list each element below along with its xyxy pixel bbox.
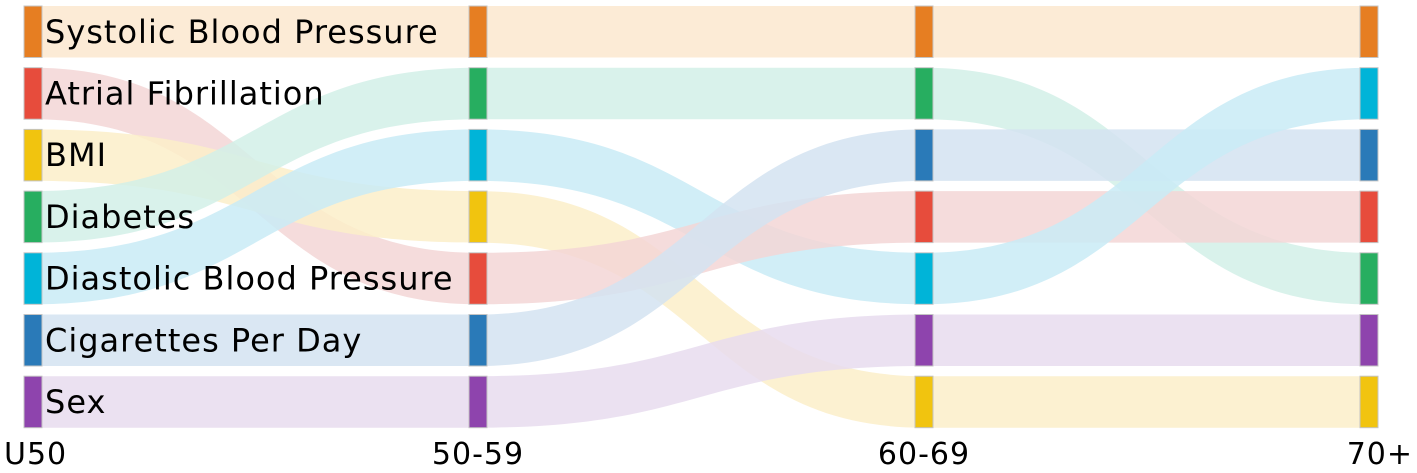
label-cigarettes-per-day: Cigarettes Per Day [45,321,362,359]
node-diabetes-1 [468,67,488,120]
node-sex-3 [1359,314,1379,367]
node-atrial-fibrillation-2 [914,190,934,244]
link-cigarettes-per-day-0 [33,314,478,366]
label-bmi: BMI [45,136,107,174]
flow-links [33,6,1369,428]
feature-labels: Systolic Blood Pressure Atrial Fibrillati… [45,13,454,421]
label-sex: Sex [45,383,106,421]
node-sex-2 [914,314,934,367]
node-bmi-0 [23,128,43,182]
node-diabetes-0 [23,190,43,244]
node-systolic-blood-pressure-1 [468,5,488,58]
label-systolic-blood-pressure: Systolic Blood Pressure [45,13,439,51]
link-sex-0 [33,376,478,428]
link-bmi-0 [33,129,478,243]
link-systolic-blood-pressure-1 [478,6,924,58]
node-cigarettes-per-day-0 [23,314,43,367]
node-bmi-1 [468,190,488,244]
node-cigarettes-per-day-3 [1359,128,1379,182]
age-axis: U50 50-59 60-69 70+ [4,437,1413,472]
link-diastolic-blood-pressure-2 [924,67,1369,305]
link-sex-2 [924,314,1369,366]
node-diastolic-blood-pressure-1 [468,128,488,182]
link-systolic-blood-pressure-2 [924,6,1369,58]
node-diastolic-blood-pressure-0 [23,252,43,305]
label-diabetes: Diabetes [45,198,195,236]
link-diabetes-0 [33,67,478,243]
link-bmi-2 [924,376,1369,428]
link-atrial-fibrillation-2 [924,191,1369,243]
node-bmi-3 [1359,375,1379,429]
node-cigarettes-per-day-2 [914,128,934,182]
link-diastolic-blood-pressure-0 [33,129,478,305]
node-systolic-blood-pressure-3 [1359,5,1379,58]
node-cigarettes-per-day-1 [468,314,488,367]
link-cigarettes-per-day-2 [924,129,1369,181]
node-sex-1 [468,375,488,429]
node-bmi-2 [914,375,934,429]
node-sex-0 [23,375,43,429]
stage-label-50-59: 50-59 [432,437,524,472]
label-diastolic-blood-pressure: Diastolic Blood Pressure [45,260,454,298]
stage-label-70-: 70+ [1347,437,1413,472]
link-diabetes-1 [478,67,924,120]
node-systolic-blood-pressure-2 [914,5,934,58]
link-diastolic-blood-pressure-1 [478,129,924,305]
node-systolic-blood-pressure-0 [23,5,43,58]
node-diabetes-2 [914,67,934,120]
node-diastolic-blood-pressure-3 [1359,67,1379,120]
label-atrial-fibrillation: Atrial Fibrillation [45,74,325,112]
stage-label-u50: U50 [4,437,67,472]
link-systolic-blood-pressure-0 [33,6,478,58]
node-diastolic-blood-pressure-2 [914,252,934,305]
rank-nodes [23,5,1379,429]
link-cigarettes-per-day-1 [478,129,924,366]
node-atrial-fibrillation-0 [23,67,43,120]
node-atrial-fibrillation-3 [1359,190,1379,244]
node-atrial-fibrillation-1 [468,252,488,305]
link-sex-1 [478,314,924,428]
stage-label-60-69: 60-69 [878,437,970,472]
node-diabetes-3 [1359,252,1379,305]
